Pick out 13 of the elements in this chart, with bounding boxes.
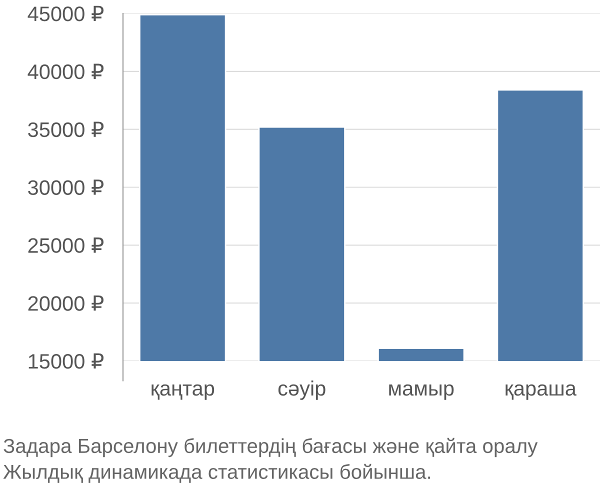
y-tick-label: 40000 ₽ <box>28 64 104 80</box>
y-tick-label: 30000 ₽ <box>28 180 104 196</box>
x-tick-label: қаңтар <box>152 384 214 400</box>
y-tick-label: 35000 ₽ <box>28 122 104 138</box>
y-tick-label: 20000 ₽ <box>28 295 104 311</box>
text: Задара Барселону билеттердің бағасы және қайта оралу <box>4 438 538 458</box>
x-tick-label: қараша <box>506 384 576 400</box>
y-tick-label: 45000 ₽ <box>28 6 104 22</box>
y-tick-label: 25000 ₽ <box>28 238 104 253</box>
y-tick-label: 15000 ₽ <box>28 353 104 369</box>
x-tick-label: мамыр <box>389 384 454 400</box>
x-tick-label: сәуір <box>278 380 326 400</box>
text: Жылдық динамикада статистикасы бойынша. <box>3 464 430 483</box>
